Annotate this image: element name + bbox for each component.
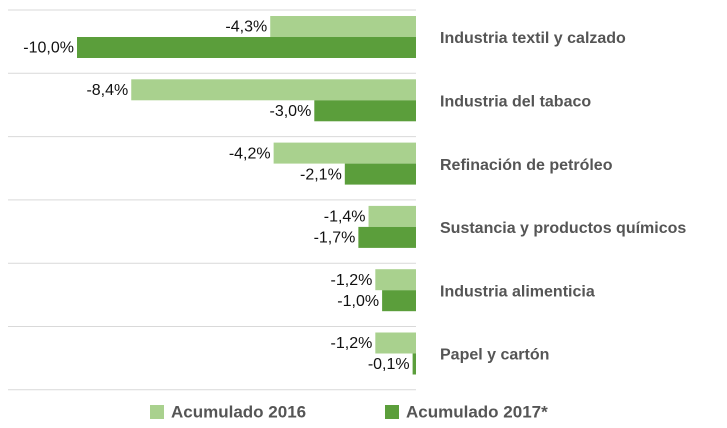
- value-label: -4,3%: [225, 19, 267, 36]
- bar: [131, 79, 417, 101]
- legend-label: Acumulado 2016: [171, 402, 306, 421]
- category-label: Refinación de petróleo: [440, 157, 613, 174]
- value-label: -8,4%: [86, 82, 128, 99]
- value-label: -1,2%: [331, 272, 373, 289]
- category-label: Industria del tabaco: [440, 94, 591, 111]
- bar: [412, 353, 416, 375]
- bar: [382, 290, 416, 312]
- bar: [273, 142, 416, 164]
- bar: [270, 16, 416, 37]
- value-label: -0,1%: [368, 356, 410, 373]
- bar: [314, 100, 416, 122]
- value-label: -1,7%: [314, 230, 356, 247]
- bar: [358, 226, 416, 248]
- bar: [375, 269, 416, 291]
- bar: [368, 205, 416, 227]
- value-label: -4,2%: [229, 145, 271, 162]
- value-label: -2,1%: [300, 166, 342, 183]
- value-label: -1,0%: [337, 293, 379, 310]
- category-label: Industria alimenticia: [440, 283, 595, 300]
- bar: [344, 163, 416, 185]
- value-label: -10,0%: [23, 40, 74, 57]
- legend-swatch: [150, 405, 164, 419]
- category-label: Sustancia y productos químicos: [440, 220, 686, 237]
- category-label: Industria textil y calzado: [440, 30, 626, 47]
- value-label: -1,2%: [331, 335, 373, 352]
- legend-label: Acumulado 2017*: [406, 402, 548, 421]
- bar: [375, 332, 416, 354]
- value-label: -1,4%: [324, 209, 366, 226]
- bar: [77, 37, 416, 58]
- legend-swatch: [385, 405, 399, 419]
- category-label: Papel y cartón: [440, 347, 549, 364]
- value-label: -3,0%: [270, 103, 312, 120]
